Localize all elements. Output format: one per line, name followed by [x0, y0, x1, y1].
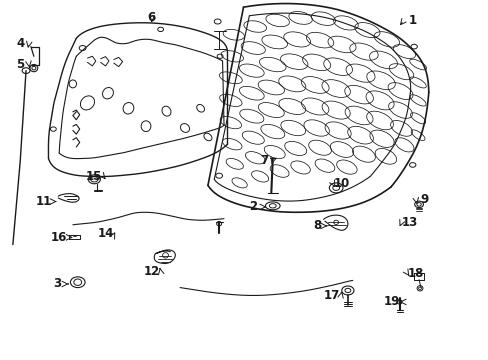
Text: 13: 13 — [401, 216, 418, 229]
Text: 8: 8 — [313, 219, 321, 233]
Text: 16: 16 — [51, 231, 67, 244]
Text: 2: 2 — [249, 201, 257, 213]
Text: 10: 10 — [333, 177, 349, 190]
Text: 3: 3 — [53, 278, 61, 291]
Text: 14: 14 — [97, 227, 114, 240]
Text: 1: 1 — [408, 14, 416, 27]
Text: 18: 18 — [407, 267, 424, 280]
Text: 7: 7 — [260, 154, 267, 167]
Text: 6: 6 — [147, 12, 156, 24]
Text: 5: 5 — [16, 58, 24, 71]
Text: 11: 11 — [36, 195, 52, 208]
Text: 15: 15 — [86, 170, 102, 183]
Text: 12: 12 — [143, 265, 160, 278]
Text: 17: 17 — [324, 289, 340, 302]
Text: 19: 19 — [383, 296, 399, 309]
Text: 9: 9 — [420, 193, 428, 206]
Text: 4: 4 — [16, 36, 24, 50]
